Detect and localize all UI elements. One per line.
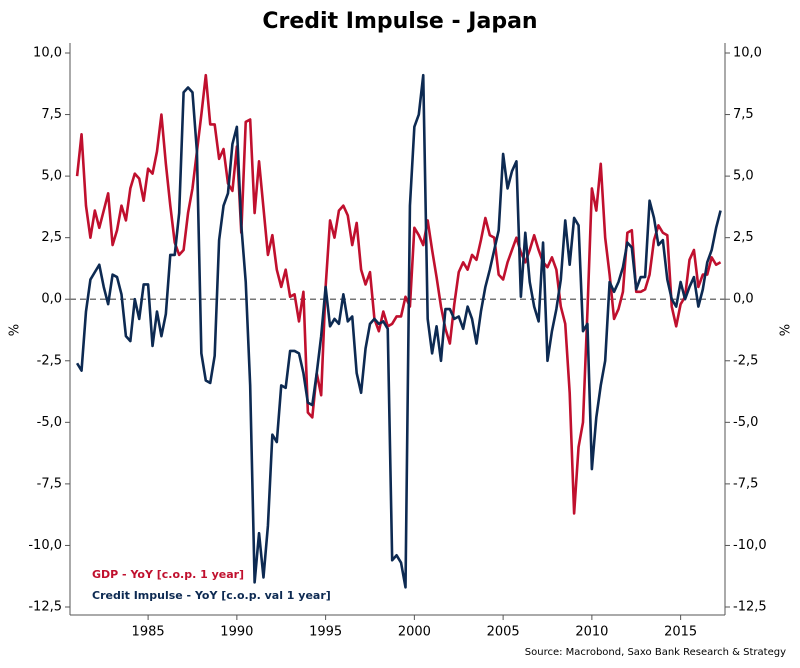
y2-tick-label: -7,5 [733, 476, 758, 491]
y2-tick-label: -12,5 [733, 600, 767, 615]
y2-axis-label: % [779, 324, 794, 336]
x-tick-label: 2005 [487, 625, 520, 640]
data-line [75, 73, 722, 515]
y2-tick-label: 7,5 [733, 107, 754, 122]
x-tick-label: 2015 [664, 625, 697, 640]
y-axis-label: % [8, 324, 23, 336]
y-tick-label: 0,0 [41, 292, 62, 307]
x-tick-label: 1985 [132, 625, 165, 640]
legend-label: Credit Impulse - YoY [c.o.p. val 1 year] [92, 589, 331, 602]
y2-tick-label: 2,5 [733, 230, 754, 245]
y2-tick-label: -2,5 [733, 353, 758, 368]
y-tick-label: -2,5 [37, 353, 62, 368]
y2-tick-label: 10,0 [733, 46, 762, 61]
x-tick-label: 1990 [220, 625, 253, 640]
x-tick-label: 2010 [575, 625, 608, 640]
y-tick-label: -12,5 [28, 600, 62, 615]
data-line [75, 73, 722, 589]
y-tick-label: 7,5 [41, 107, 62, 122]
legend-label: GDP - YoY [c.o.p. 1 year] [92, 568, 244, 581]
y-tick-label: 2,5 [41, 230, 62, 245]
x-tick-label: 2000 [398, 625, 431, 640]
y2-tick-label: -5,0 [733, 415, 758, 430]
y2-tick-label: 5,0 [733, 169, 754, 184]
y-tick-label: 10,0 [33, 46, 62, 61]
y2-tick-label: 0,0 [733, 292, 754, 307]
y-tick-label: -7,5 [37, 476, 62, 491]
y-tick-label: -5,0 [37, 415, 62, 430]
y-tick-label: 5,0 [41, 169, 62, 184]
chart-title: Credit Impulse - Japan [262, 9, 537, 34]
x-tick-label: 1995 [309, 625, 342, 640]
y-tick-label: -10,0 [28, 538, 62, 553]
y2-tick-label: -10,0 [733, 538, 767, 553]
source-note: Source: Macrobond, Saxo Bank Research & … [525, 647, 786, 658]
